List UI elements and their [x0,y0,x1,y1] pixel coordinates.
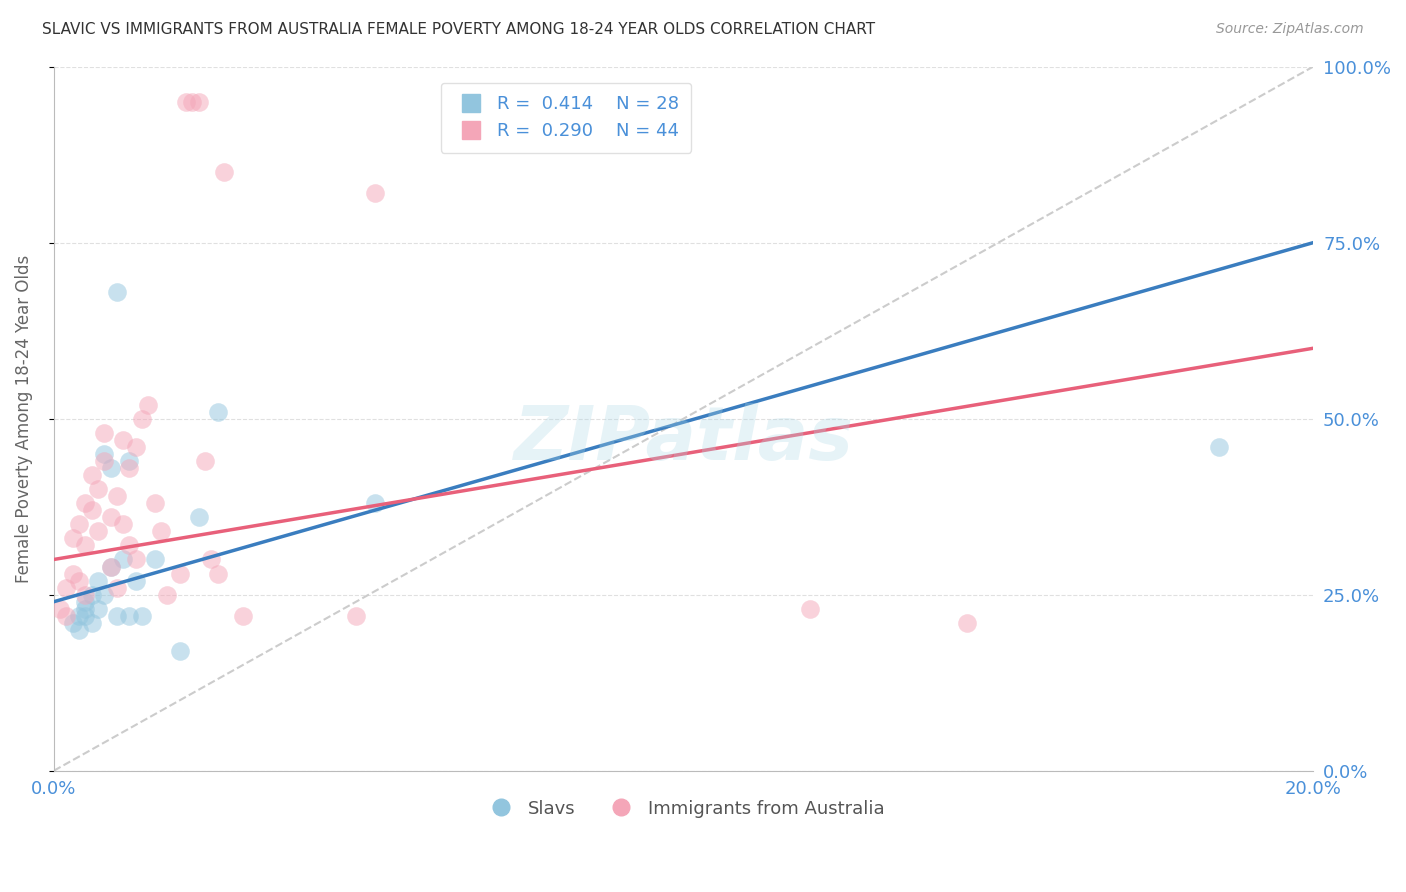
Point [93,454,115,468]
Legend: Slavs, Immigrants from Australia: Slavs, Immigrants from Australia [475,793,891,825]
Point [67,517,90,532]
Point [169,644,191,658]
Point [194,454,217,468]
Text: ZIPatlas: ZIPatlas [513,403,853,476]
Point [131,608,153,623]
Point [112,517,135,532]
Point [207,404,229,418]
Point [136,398,159,412]
Point [118,608,141,623]
Point [62,615,84,630]
Point [80,588,103,602]
Point [87,601,110,615]
Point [75,595,97,609]
Point [181,95,204,109]
Point [49,601,72,615]
Point [67,574,90,588]
Point [75,608,97,623]
Point [55,581,77,595]
Point [87,574,110,588]
Point [62,532,84,546]
Point [93,588,115,602]
Point [105,608,128,623]
Point [143,496,166,510]
Point [100,510,122,524]
Point [1208,440,1230,454]
Point [80,615,103,630]
Point [62,566,84,581]
Point [799,601,821,615]
Point [100,559,122,574]
Point [67,623,90,637]
Point [364,186,387,201]
Point [67,608,90,623]
Point [112,433,135,447]
Point [232,608,254,623]
Point [80,503,103,517]
Point [125,440,148,454]
Point [75,496,97,510]
Point [344,608,367,623]
Point [149,524,172,539]
Point [169,566,191,581]
Point [100,461,122,475]
Point [105,581,128,595]
Point [131,411,153,425]
Point [80,467,103,482]
Point [93,425,115,440]
Point [75,538,97,552]
Point [87,482,110,496]
Point [105,285,128,299]
Point [212,165,235,179]
Point [105,489,128,503]
Point [125,552,148,566]
Point [87,524,110,539]
Point [956,615,979,630]
Point [75,588,97,602]
Text: Source: ZipAtlas.com: Source: ZipAtlas.com [1216,22,1364,37]
Point [75,601,97,615]
Point [118,461,141,475]
Point [156,588,179,602]
Point [187,510,209,524]
Point [200,552,222,566]
Point [125,574,148,588]
Text: SLAVIC VS IMMIGRANTS FROM AUSTRALIA FEMALE POVERTY AMONG 18-24 YEAR OLDS CORRELA: SLAVIC VS IMMIGRANTS FROM AUSTRALIA FEMA… [42,22,876,37]
Point [118,538,141,552]
Point [174,95,197,109]
Point [55,608,77,623]
Point [364,496,387,510]
Point [187,95,209,109]
Point [143,552,166,566]
Point [93,447,115,461]
Y-axis label: Female Poverty Among 18-24 Year Olds: Female Poverty Among 18-24 Year Olds [15,254,32,582]
Point [118,454,141,468]
Point [112,552,135,566]
Point [100,559,122,574]
Point [207,566,229,581]
